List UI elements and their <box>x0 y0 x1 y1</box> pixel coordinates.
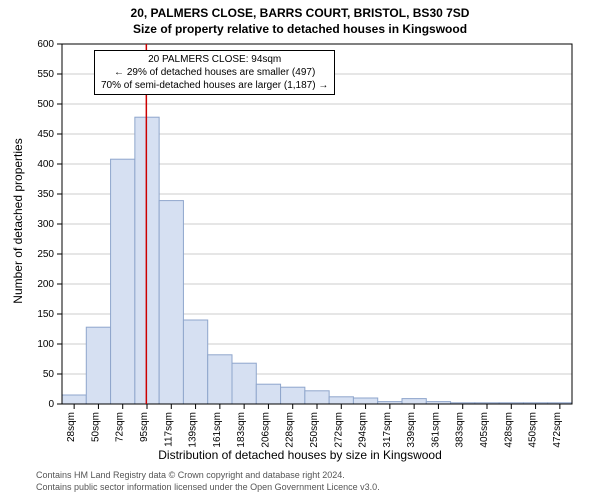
footer-line-1: Contains HM Land Registry data © Crown c… <box>36 470 380 482</box>
x-axis-label: Distribution of detached houses by size … <box>0 448 600 462</box>
svg-text:95sqm: 95sqm <box>139 412 150 442</box>
annotation-line-2: ← 29% of detached houses are smaller (49… <box>101 66 328 79</box>
svg-text:428sqm: 428sqm <box>503 412 514 448</box>
svg-text:161sqm: 161sqm <box>212 412 223 448</box>
annotation-line-3: 70% of semi-detached houses are larger (… <box>101 79 328 92</box>
svg-text:600: 600 <box>37 39 54 50</box>
svg-text:405sqm: 405sqm <box>479 412 490 448</box>
svg-text:339sqm: 339sqm <box>406 412 417 448</box>
svg-text:250: 250 <box>37 249 54 260</box>
svg-text:294sqm: 294sqm <box>358 412 369 448</box>
svg-text:50sqm: 50sqm <box>90 412 101 442</box>
svg-text:139sqm: 139sqm <box>188 412 199 448</box>
svg-text:272sqm: 272sqm <box>333 412 344 448</box>
svg-text:550: 550 <box>37 69 54 80</box>
svg-text:100: 100 <box>37 339 54 350</box>
svg-text:450sqm: 450sqm <box>528 412 539 448</box>
footer-text: Contains HM Land Registry data © Crown c… <box>36 470 380 493</box>
annotation-box: 20 PALMERS CLOSE: 94sqm ← 29% of detache… <box>94 50 335 95</box>
svg-text:383sqm: 383sqm <box>455 412 466 448</box>
svg-text:361sqm: 361sqm <box>430 412 441 448</box>
svg-text:472sqm: 472sqm <box>552 412 563 448</box>
svg-text:450: 450 <box>37 129 54 140</box>
svg-text:28sqm: 28sqm <box>66 412 77 442</box>
svg-text:50: 50 <box>43 369 55 380</box>
svg-text:350: 350 <box>37 189 54 200</box>
svg-text:317sqm: 317sqm <box>382 412 393 448</box>
svg-text:117sqm: 117sqm <box>163 412 174 447</box>
svg-text:500: 500 <box>37 99 54 110</box>
svg-text:150: 150 <box>37 309 54 320</box>
svg-text:0: 0 <box>48 399 54 410</box>
svg-text:183sqm: 183sqm <box>236 412 247 448</box>
svg-text:400: 400 <box>37 159 54 170</box>
svg-text:250sqm: 250sqm <box>309 412 320 448</box>
annotation-line-1: 20 PALMERS CLOSE: 94sqm <box>101 53 328 66</box>
svg-text:300: 300 <box>37 219 54 230</box>
svg-text:200: 200 <box>37 279 54 290</box>
svg-text:206sqm: 206sqm <box>260 412 271 448</box>
svg-text:72sqm: 72sqm <box>115 412 126 442</box>
svg-text:228sqm: 228sqm <box>285 412 296 448</box>
footer-line-2: Contains public sector information licen… <box>36 482 380 494</box>
chart-container: { "title": { "line1": "20, PALMERS CLOSE… <box>0 0 600 500</box>
